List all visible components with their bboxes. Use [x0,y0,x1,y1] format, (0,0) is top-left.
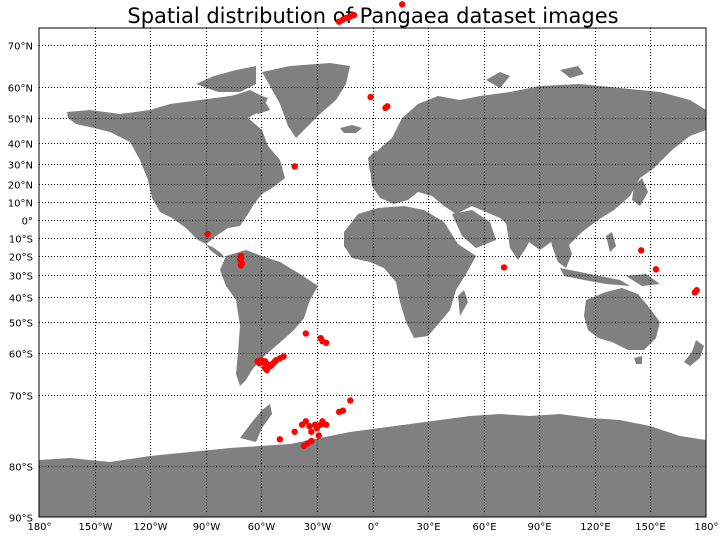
lat-tick-label: 50°N [8,115,33,126]
lon-tick-label: 120°E [580,522,610,533]
dataset-point [291,163,298,170]
africa [344,206,476,338]
iceland [340,125,362,133]
baffin-island [232,90,270,114]
dataset-point [398,1,406,8]
lat-tick-label: 40°N [8,140,33,151]
philippines [606,232,616,252]
dataset-point [302,330,309,337]
dataset-point [306,422,313,430]
south-america [220,250,318,386]
lon-tick-label: 90°W [193,522,221,533]
lon-tick-label: 30°W [304,522,332,533]
latitude-labels: 80°N70°N60°N50°N40°N30°N20°N10°N0°10°S20… [8,42,33,525]
dataset-point [652,266,660,273]
lat-tick-label: 60°N [8,84,33,95]
lon-tick-label: 150°E [635,522,665,533]
antarctic-peninsula [240,404,272,442]
novaya-zemlya [486,72,510,88]
dataset-point [308,428,315,435]
dataset-point [263,366,271,374]
longitude-labels: 180° 150°W 120°W 90°W 60°W 30°W 0° 30°E 60°E 90°E… [27,522,718,533]
dataset-point [254,358,261,365]
dataset-point [347,397,354,404]
lat-tick-label: 30°N [8,161,33,172]
dataset-point [322,421,330,428]
great-britain [368,150,384,174]
india [506,220,534,260]
tasmania [634,356,642,364]
map-title: Spatial distribution of Pangaea dataset … [127,4,619,28]
australia [584,288,660,350]
graticule [39,28,706,517]
dataset-point [367,93,374,101]
lon-tick-label: 120°W [134,522,168,533]
arctic-archipelago [196,66,256,92]
dataset-points [204,1,700,449]
lat-tick-label: 90°S [9,514,33,525]
lat-tick-label: 50°S [9,319,33,330]
lat-tick-label: 20°S [9,253,33,264]
central-america [206,244,224,258]
indochina [550,234,572,268]
lon-tick-label: 150°W [79,522,113,533]
lon-tick-label: 30°E [416,522,440,533]
lon-tick-label: 180° [27,522,51,533]
dataset-point [322,339,330,347]
lat-tick-label: 30°S [9,272,33,283]
lat-tick-label: 70°N [8,42,33,53]
dataset-point [637,247,645,254]
dataset-point [302,418,309,425]
greenland [262,63,350,138]
lat-tick-label: 10°S [9,235,33,246]
lat-tick-label: 0° [22,217,33,228]
dataset-point [276,436,284,443]
dataset-point [237,262,245,269]
dataset-point [280,353,287,360]
new-guinea [626,274,660,286]
madagascar [458,290,468,316]
lat-tick-label: 70°S [9,392,33,403]
dataset-point [335,18,343,25]
dataset-point [339,407,347,414]
eurasia [370,84,706,250]
lat-tick-label: 60°S [9,350,33,361]
dataset-point [691,289,699,296]
lat-tick-label: 40°S [9,294,33,305]
dataset-point [204,230,211,238]
dataset-point [308,437,315,445]
dataset-point [500,264,508,271]
map-frame [38,27,707,518]
severnaya-zemlya [560,66,584,78]
lon-tick-label: 180° [694,522,718,533]
lon-tick-label: 60°W [248,522,276,533]
lon-tick-label: 60°E [472,522,496,533]
dataset-point [300,442,308,449]
lon-tick-label: 0° [368,522,379,533]
north-america [67,92,285,244]
lat-tick-label: 80°S [9,463,33,474]
lon-tick-label: 90°E [527,522,551,533]
dataset-point [382,104,389,112]
lat-tick-label: 10°N [8,199,33,210]
dataset-point [315,432,322,439]
lat-tick-label: 20°N [8,181,33,192]
dataset-point [291,428,298,435]
